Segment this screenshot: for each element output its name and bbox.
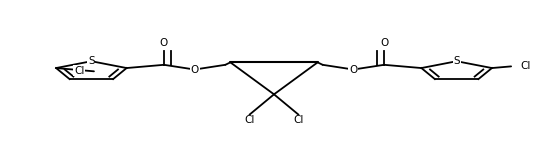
Text: Cl: Cl xyxy=(293,115,304,126)
Text: Cl: Cl xyxy=(74,66,84,75)
Text: S: S xyxy=(453,56,460,66)
Text: O: O xyxy=(380,38,388,48)
Text: Cl: Cl xyxy=(521,61,531,71)
Text: O: O xyxy=(349,65,357,75)
Text: O: O xyxy=(191,65,199,75)
Text: S: S xyxy=(88,56,95,66)
Text: Cl: Cl xyxy=(244,115,255,126)
Text: O: O xyxy=(160,38,168,48)
